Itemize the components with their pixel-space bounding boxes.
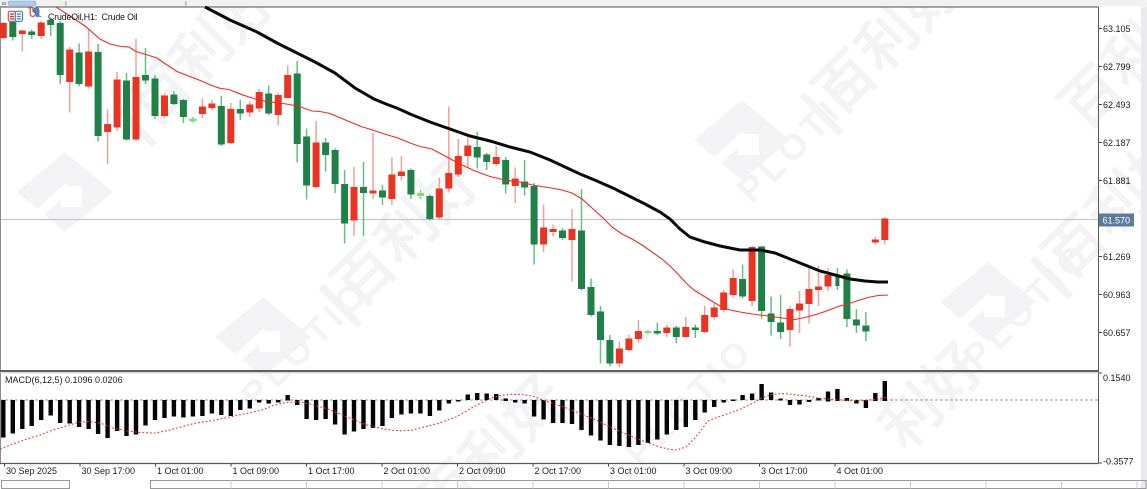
svg-text:61.570: 61.570 [1103,216,1131,226]
svg-text:3 Oct 01:00: 3 Oct 01:00 [610,466,657,476]
svg-text:62.187: 62.187 [1103,138,1131,148]
svg-text:30 Sep 17:00: 30 Sep 17:00 [82,466,136,476]
svg-text:CrudeOil,H1: Crude Oil: CrudeOil,H1: Crude Oil [48,12,138,22]
svg-text:MACD(6,12,5) 0.1096 0.0206: MACD(6,12,5) 0.1096 0.0206 [5,375,123,385]
svg-text:0.1540: 0.1540 [1103,373,1131,383]
svg-text:3 Oct 17:00: 3 Oct 17:00 [761,466,808,476]
svg-text:1 Oct 01:00: 1 Oct 01:00 [157,466,204,476]
svg-text:2 Oct 17:00: 2 Oct 17:00 [535,466,582,476]
svg-text:63.105: 63.105 [1103,24,1131,34]
svg-text:-0.3577: -0.3577 [1103,457,1134,467]
svg-text:4 Oct 01:00: 4 Oct 01:00 [837,466,884,476]
svg-text:2 Oct 01:00: 2 Oct 01:00 [384,466,431,476]
svg-text:62.493: 62.493 [1103,100,1131,110]
svg-text:2 Oct 09:00: 2 Oct 09:00 [459,466,506,476]
svg-text:1 Oct 17:00: 1 Oct 17:00 [308,466,355,476]
svg-text:61.269: 61.269 [1103,252,1131,262]
svg-text:60.963: 60.963 [1103,290,1131,300]
svg-text:61.881: 61.881 [1103,176,1131,186]
svg-text:62.799: 62.799 [1103,62,1131,72]
svg-text:30 Sep 2025: 30 Sep 2025 [6,466,57,476]
svg-text:60.657: 60.657 [1103,328,1131,338]
svg-text:1 Oct 09:00: 1 Oct 09:00 [233,466,280,476]
svg-text:3 Oct 09:00: 3 Oct 09:00 [686,466,733,476]
